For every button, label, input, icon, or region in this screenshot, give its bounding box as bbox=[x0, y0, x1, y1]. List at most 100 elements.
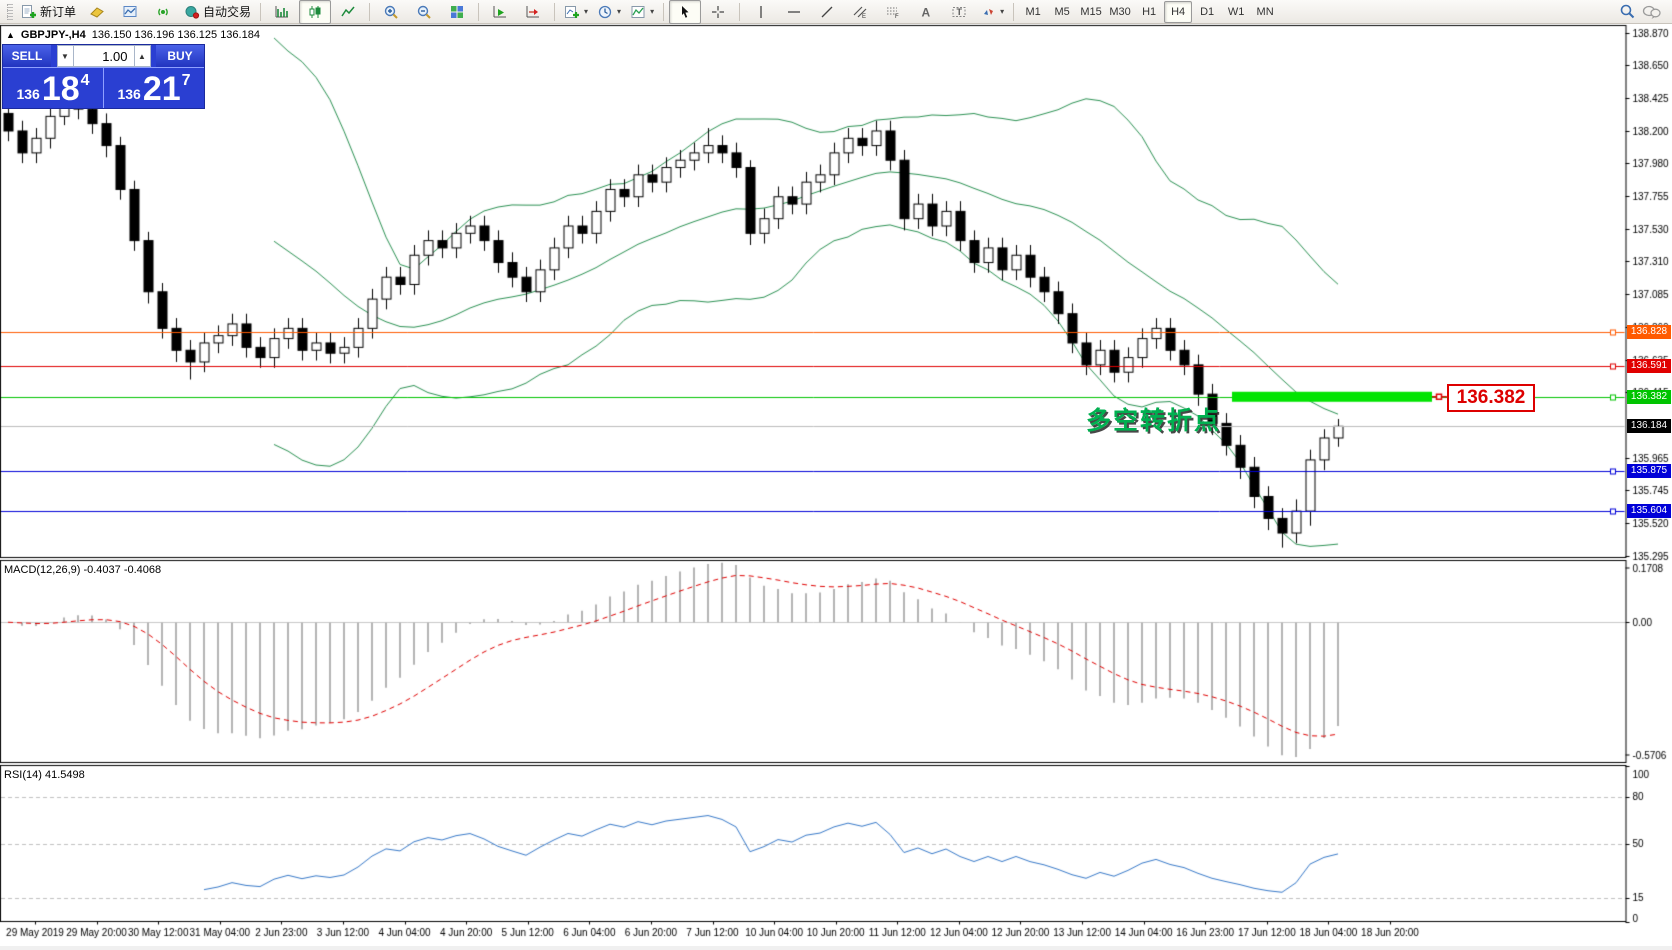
auto-scroll-button[interactable] bbox=[484, 0, 516, 24]
svg-text:T: T bbox=[957, 7, 963, 17]
bid-pip: 4 bbox=[80, 72, 90, 89]
toolbar: 新订单 自动交易 bbox=[0, 0, 1672, 24]
equidistant-channel-icon: E bbox=[852, 4, 868, 20]
dropdown-caret-icon: ▾ bbox=[617, 7, 622, 16]
arrows-tool-button[interactable]: ▾ bbox=[976, 0, 1008, 24]
timeframe-m30-button[interactable]: M30 bbox=[1109, 5, 1131, 18]
autotrading-button[interactable]: 自动交易 bbox=[180, 0, 255, 24]
toolbar-separator bbox=[739, 2, 741, 21]
signals-button[interactable] bbox=[147, 0, 179, 24]
text-label-icon: T bbox=[951, 4, 967, 20]
ohlc-values: 136.150 136.196 136.125 136.184 bbox=[91, 29, 260, 41]
auto-scroll-icon bbox=[492, 4, 508, 20]
new-order-button[interactable]: 新订单 bbox=[17, 0, 80, 24]
svg-text:F: F bbox=[895, 14, 899, 20]
dropdown-caret-icon: ▾ bbox=[584, 7, 589, 16]
rsi-indicator-label: RSI(14) 41.5498 bbox=[4, 769, 85, 781]
equidistant-channel-tool-button[interactable]: E bbox=[844, 0, 876, 24]
dropdown-caret-icon: ▾ bbox=[1000, 7, 1005, 16]
fibonacci-tool-button[interactable]: F bbox=[877, 0, 909, 24]
crosshair-button[interactable] bbox=[702, 0, 734, 24]
toolbar-separator bbox=[1013, 2, 1015, 21]
periods-icon bbox=[597, 4, 613, 20]
ask-price[interactable]: 136 21 7 bbox=[104, 68, 204, 108]
timeframe-m15-button[interactable]: M15 bbox=[1080, 5, 1102, 18]
collapse-panel-icon[interactable]: ▲ bbox=[6, 30, 15, 40]
svg-text:A: A bbox=[922, 5, 931, 19]
cursor-button[interactable] bbox=[669, 0, 702, 24]
timeframe-w1-button[interactable]: W1 bbox=[1227, 5, 1245, 18]
toolbox-icon bbox=[89, 4, 105, 20]
trendline-icon bbox=[819, 4, 835, 20]
trendline-tool-button[interactable] bbox=[811, 0, 843, 24]
volume-decrease-button[interactable]: ▼ bbox=[56, 45, 74, 67]
new-order-icon bbox=[21, 4, 37, 20]
bid-price[interactable]: 136 18 4 bbox=[3, 68, 104, 108]
text-label-tool-button[interactable]: T bbox=[943, 0, 975, 24]
timeframe-m1-button[interactable]: M1 bbox=[1025, 5, 1041, 18]
crosshair-icon bbox=[710, 4, 726, 20]
buy-button[interactable]: BUY bbox=[156, 45, 204, 67]
toolbar-separator bbox=[554, 2, 556, 21]
community-chat-icon[interactable] bbox=[1642, 4, 1662, 20]
autotrading-icon bbox=[184, 4, 200, 20]
current-bid-price-badge: 136.184 bbox=[1627, 419, 1671, 433]
window-bottom-strip bbox=[0, 946, 1672, 950]
timeframe-h1-button[interactable]: H1 bbox=[1142, 5, 1157, 18]
indicators-button[interactable]: ▾ bbox=[560, 0, 592, 24]
line-chart-button[interactable] bbox=[332, 0, 364, 24]
text-tool-button[interactable]: A bbox=[910, 0, 942, 24]
periods-button[interactable]: ▾ bbox=[593, 0, 625, 24]
chart-shift-button[interactable] bbox=[517, 0, 549, 24]
timeframe-mn-button[interactable]: MN bbox=[1256, 5, 1274, 18]
ask-main: 21 bbox=[142, 70, 181, 108]
price-callout-box: 136.382 bbox=[1447, 384, 1535, 412]
volume-increase-button[interactable]: ▲ bbox=[133, 45, 151, 67]
candlestick-chart-button[interactable] bbox=[299, 0, 332, 24]
toolbox-button[interactable] bbox=[81, 0, 113, 24]
bar-chart-button[interactable] bbox=[266, 0, 298, 24]
zoom-in-icon bbox=[383, 4, 399, 20]
templates-icon bbox=[630, 4, 646, 20]
chart-annotation-text: 多空转折点 bbox=[1086, 407, 1222, 435]
search-icon[interactable] bbox=[1619, 3, 1636, 20]
timeframe-m5-button[interactable]: M5 bbox=[1054, 5, 1070, 18]
price-line-badge-support1: 135.875 bbox=[1627, 464, 1671, 478]
volume-input[interactable] bbox=[73, 45, 134, 67]
symbol-ohlc-readout: ▲ GBPJPY-,H4 136.150 136.196 136.125 136… bbox=[6, 29, 260, 41]
cursor-icon bbox=[677, 4, 693, 20]
price-chart-canvas[interactable] bbox=[0, 24, 1672, 950]
zoom-in-button[interactable] bbox=[375, 0, 407, 24]
toolbar-separator bbox=[478, 2, 480, 21]
horizontal-line-tool-button[interactable] bbox=[778, 0, 810, 24]
toolbar-separator bbox=[369, 2, 371, 21]
signals-icon bbox=[155, 4, 171, 20]
templates-button[interactable]: ▾ bbox=[626, 0, 658, 24]
fibonacci-icon: F bbox=[885, 4, 901, 20]
toolbar-grip[interactable] bbox=[7, 3, 13, 20]
market-watch-button[interactable] bbox=[114, 0, 146, 24]
arrows-icon bbox=[980, 4, 996, 20]
bid-prefix: 136 bbox=[16, 86, 40, 102]
price-line-badge-resistance2: 136.591 bbox=[1627, 359, 1671, 373]
zoom-out-button[interactable] bbox=[408, 0, 440, 24]
new-order-label: 新订单 bbox=[40, 5, 77, 19]
bid-main: 18 bbox=[41, 70, 80, 108]
dropdown-caret-icon: ▾ bbox=[650, 7, 655, 16]
timeframe-h4-button[interactable]: H4 bbox=[1164, 0, 1193, 23]
sell-button[interactable]: SELL bbox=[3, 45, 51, 67]
vertical-line-icon bbox=[753, 4, 769, 20]
toolbar-separator bbox=[663, 2, 665, 21]
autotrading-label: 自动交易 bbox=[203, 5, 252, 19]
indicators-icon bbox=[564, 4, 580, 20]
macd-indicator-label: MACD(12,26,9) -0.4037 -0.4068 bbox=[4, 564, 162, 576]
svg-text:E: E bbox=[862, 14, 866, 20]
tile-windows-button[interactable] bbox=[441, 0, 473, 24]
price-line-badge-resistance1: 136.828 bbox=[1627, 325, 1671, 339]
vertical-line-tool-button[interactable] bbox=[745, 0, 777, 24]
price-line-badge-pivot: 136.382 bbox=[1627, 390, 1671, 404]
timeframe-d1-button[interactable]: D1 bbox=[1200, 5, 1215, 18]
toolbar-separator bbox=[260, 2, 262, 21]
